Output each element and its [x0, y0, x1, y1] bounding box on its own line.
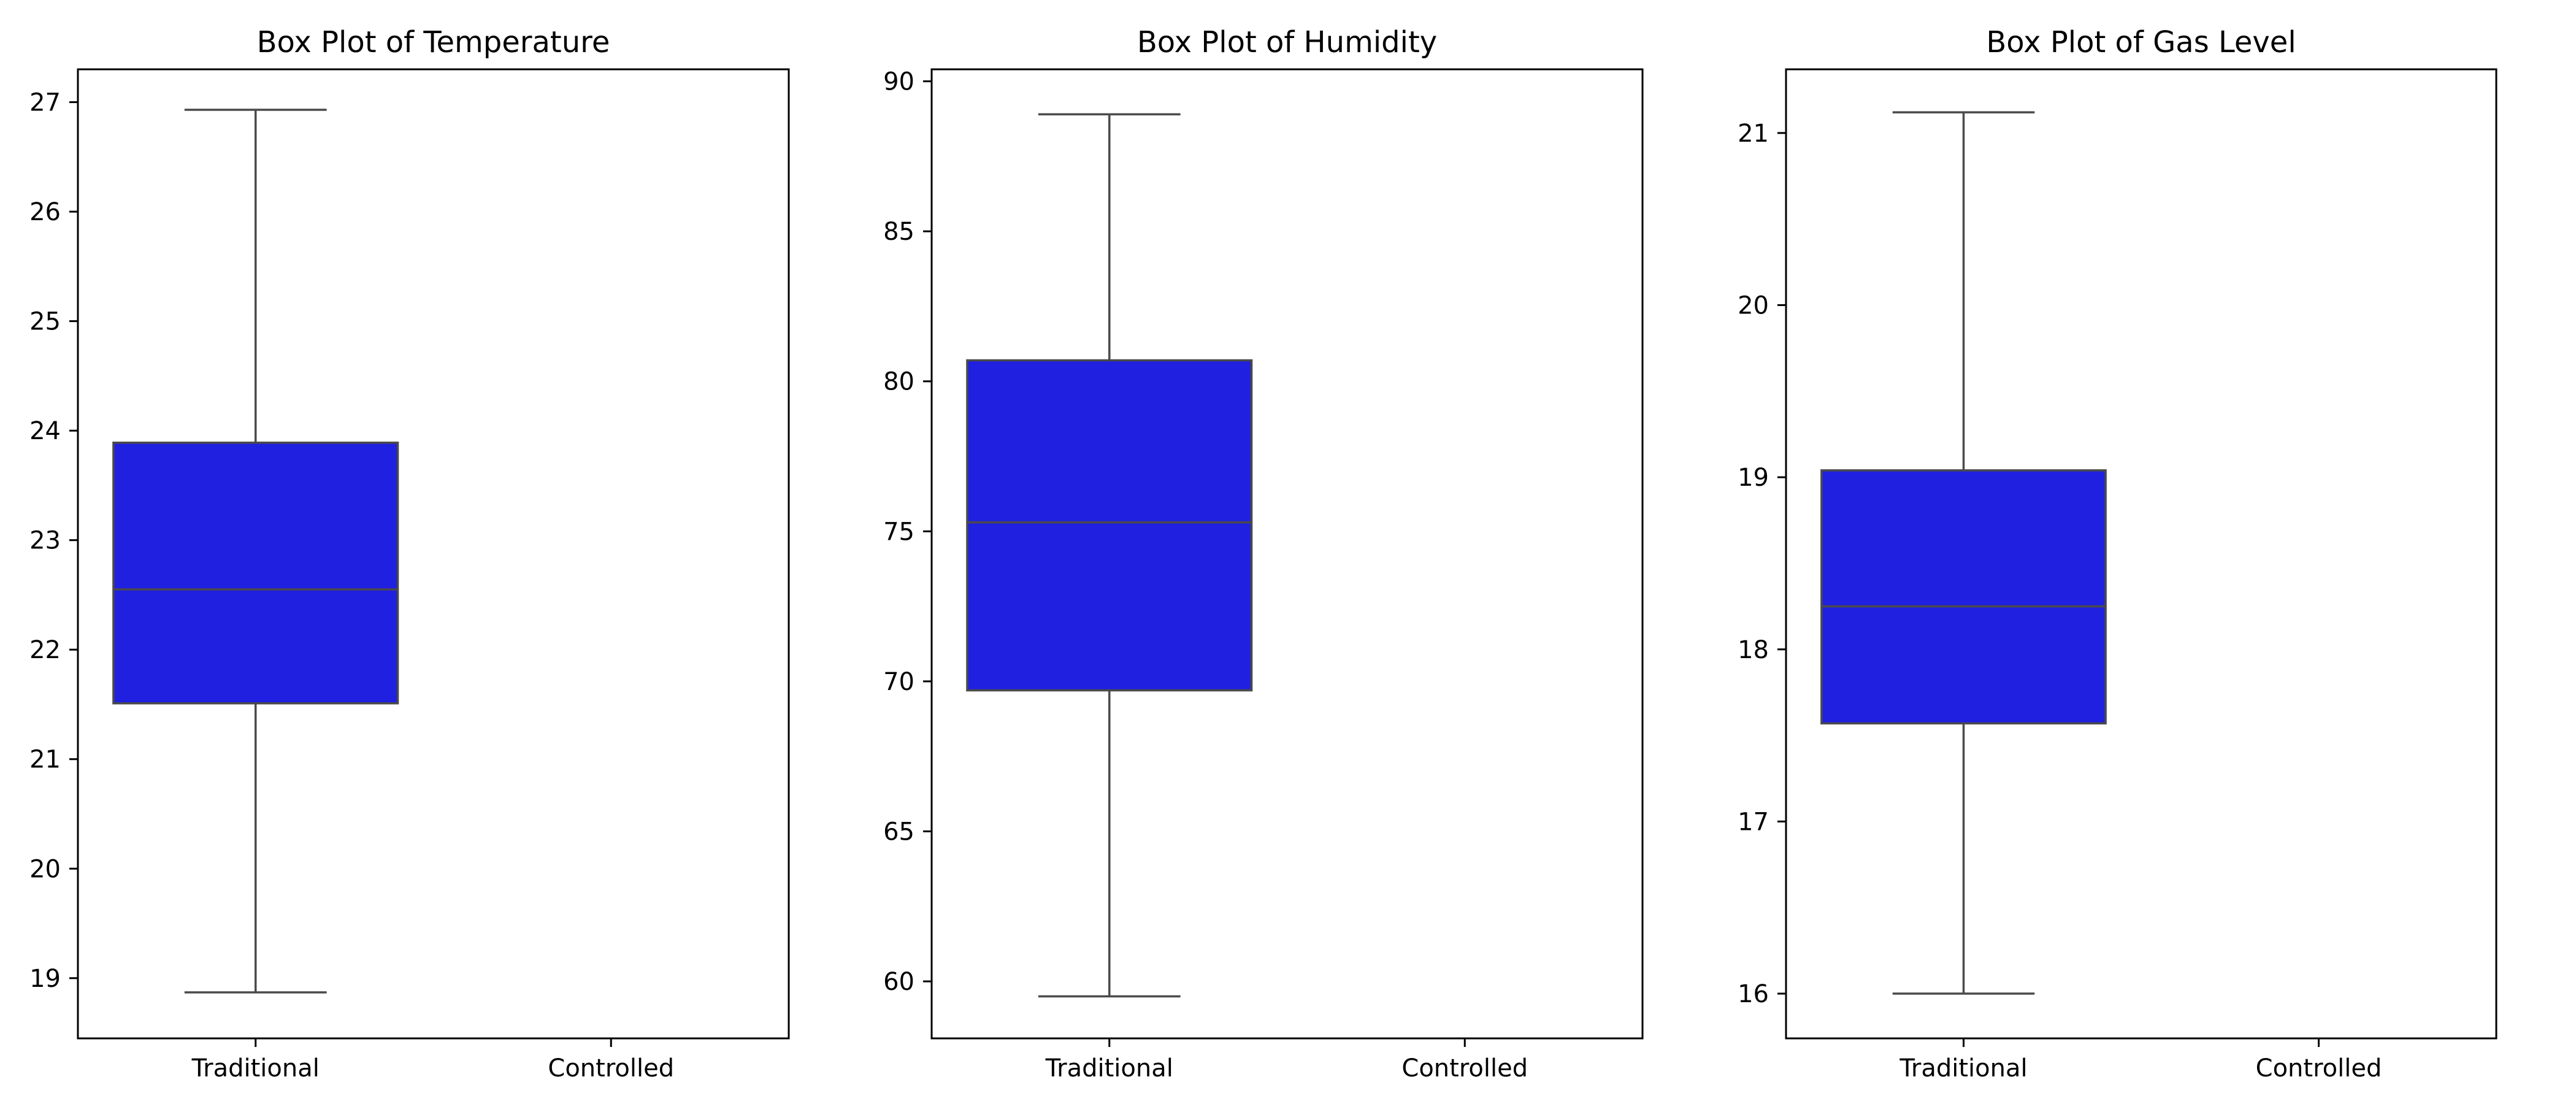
y-tick-label: 16: [1738, 980, 1769, 1008]
chart-title: Box Plot of Temperature: [257, 25, 610, 59]
y-tick-label: 65: [883, 818, 914, 846]
y-tick-label: 60: [883, 968, 914, 996]
axes-frame: [77, 68, 790, 1040]
y-tick-label: 27: [29, 89, 61, 117]
x-tick-label: Controlled: [2256, 1054, 2382, 1083]
x-tick-label: Controlled: [1401, 1054, 1528, 1083]
box-traditional: [966, 113, 1253, 998]
y-tick-label: 21: [29, 746, 61, 774]
chart-panel-2: Box Plot of Gas Level 16 17 18 19 20 21 Traditi…: [1738, 25, 2497, 1083]
y-tick-label: 18: [1738, 636, 1769, 664]
x-tick-label: Traditional: [1899, 1054, 2027, 1083]
chart-title: Box Plot of Gas Level: [1986, 25, 2296, 59]
y-tick-label: 90: [883, 68, 914, 96]
box-traditional: [1820, 111, 2107, 995]
y-tick-label: 75: [883, 518, 914, 546]
y-tick-label: 17: [1738, 808, 1769, 836]
axes-frame: [930, 68, 1644, 1040]
y-tick-label: 19: [29, 965, 61, 993]
x-tick-label: Traditional: [191, 1054, 320, 1083]
chart-panel-1: Box Plot of Humidity 60 65 70 75 80 85 90 Tradit…: [883, 25, 1644, 1083]
chart-panel-0: Box Plot of Temperature 19 20 21 22 23 24 25 26 2…: [29, 25, 790, 1083]
y-tick-label: 70: [883, 668, 914, 696]
y-tick-label: 20: [29, 855, 61, 883]
box-iqr: [112, 442, 399, 705]
y-tick-label: 85: [883, 218, 914, 246]
box-iqr: [1820, 469, 2107, 725]
y-tick-label: 24: [29, 417, 61, 445]
y-tick-label: 23: [29, 527, 61, 555]
x-tick-label: Traditional: [1045, 1054, 1173, 1083]
box-iqr: [966, 359, 1253, 692]
chart-title: Box Plot of Humidity: [1137, 25, 1437, 59]
y-tick-label: 25: [29, 308, 61, 336]
y-tick-label: 22: [29, 636, 61, 664]
x-tick-label: Controlled: [548, 1054, 674, 1083]
axes-frame: [1785, 68, 2497, 1040]
y-tick-label: 26: [29, 198, 61, 226]
y-tick-label: 21: [1738, 120, 1769, 148]
y-tick-label: 19: [1738, 464, 1769, 492]
y-tick-label: 80: [883, 368, 914, 396]
y-tick-label: 20: [1738, 291, 1769, 320]
box-traditional: [112, 109, 399, 994]
